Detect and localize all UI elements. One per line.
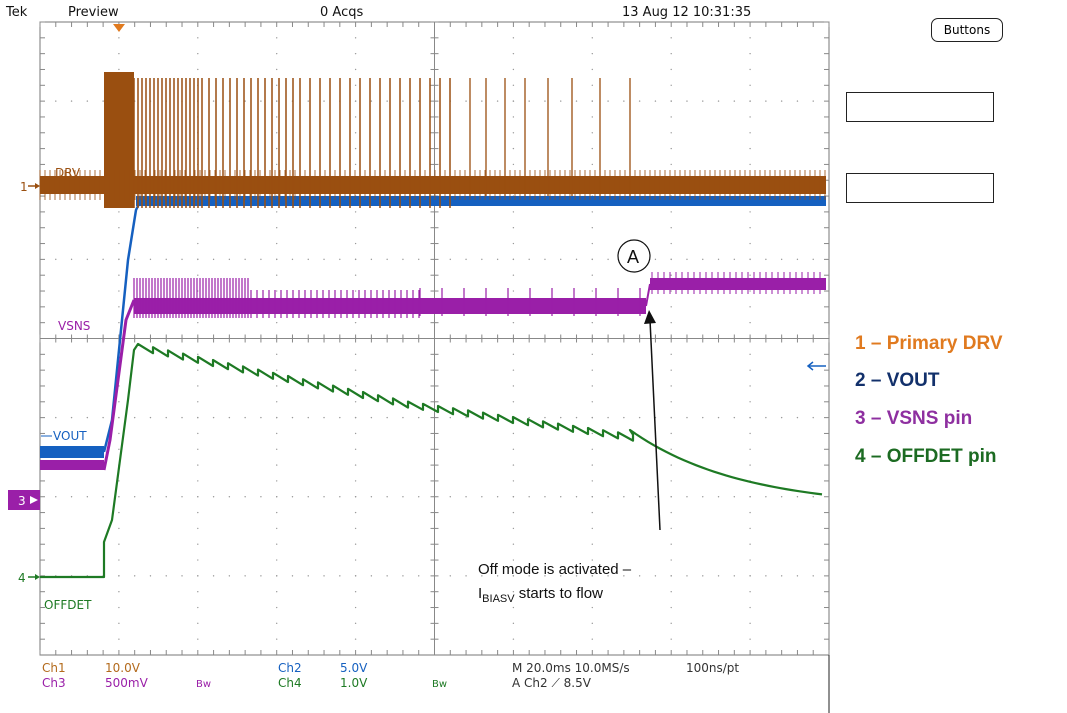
mode-label: Preview [68,5,119,20]
side-menu-button-2[interactable] [846,173,994,203]
annotation-arrow-icon [644,310,661,531]
ch4-marker-label: 4 [18,571,26,585]
record-length-readout: 100ns/pt [686,661,740,675]
trigger-readout: A Ch2 ⟋ 8.5V [512,676,591,690]
annotation-circle-label: A [627,247,639,267]
vsns-trace-mid [134,298,646,314]
ch1-label: Ch1 [42,661,66,675]
brand-label: Tek [6,5,28,20]
ch4-label: Ch4 [278,676,302,690]
vsns-step [645,283,651,307]
acquisition-count: 0 Acqs [320,5,364,20]
drv-trace-tag: DRV [55,166,81,180]
drv-burst [104,72,134,208]
legend-vout: 2 – VOUT [855,370,940,391]
vout-trace-low [40,446,104,458]
status-bar: Tek Preview 0 Acqs 13 Aug 12 10:31:35 [0,0,830,22]
annotation-a: A [617,239,651,273]
ch2-scale: 5.0V [340,661,368,675]
annotation-line1: Off mode is activated – [478,561,632,578]
ch4-scale: 1.0V [340,676,368,690]
ch3-label: Ch3 [42,676,66,690]
ch3-marker-label: 3 [18,494,26,508]
drv-noise [39,170,826,200]
vout-trace-tag: VOUT [53,429,87,443]
ch3-bandwidth: Bw [196,679,212,690]
timebase-readout: M 20.0ms 10.0MS/s [512,661,630,675]
graticule-grid [39,21,830,655]
vsns-high-noise [651,272,821,294]
buttons-button[interactable]: Buttons [931,18,1003,42]
ch1-marker: 1 [20,180,40,194]
ch2-label: Ch2 [278,661,302,675]
date-time: 13 Aug 12 10:31:35 [622,5,752,20]
vsns-spikes-sparse [419,288,641,316]
vsns-trace-rise [102,299,136,471]
legend-primary-drv: 1 – Primary DRV [855,333,1003,354]
ch1-scale: 10.0V [105,661,140,675]
drv-spikes-dense [133,78,451,208]
trigger-level-arrow-icon [806,361,826,371]
offdet-trace [40,342,823,579]
ch4-bandwidth: Bw [432,679,448,690]
drv-spikes-sparse [469,78,631,196]
vsns-trace-tag: VSNS [58,319,90,333]
annotation-circle [617,239,651,273]
offdet-trace-tag: OFFDET [44,598,92,612]
ch1-marker-label: 1 [20,180,28,194]
ch3-marker: 3 [8,490,40,510]
ch4-marker: 4 [18,571,40,585]
vsns-trace-low [40,460,104,470]
annotation-line2: IBIASV starts to flow [478,585,603,605]
vsns-spikes [133,278,420,318]
vout-trace-high [136,196,826,206]
waveform-traces [39,72,826,579]
legend-vsns: 3 – VSNS pin [855,408,973,429]
ch3-scale: 500mV [105,676,148,690]
trigger-position-icon [113,24,125,32]
side-menu-button-1[interactable] [846,92,994,122]
legend-offdet: 4 – OFFDET pin [855,446,997,467]
